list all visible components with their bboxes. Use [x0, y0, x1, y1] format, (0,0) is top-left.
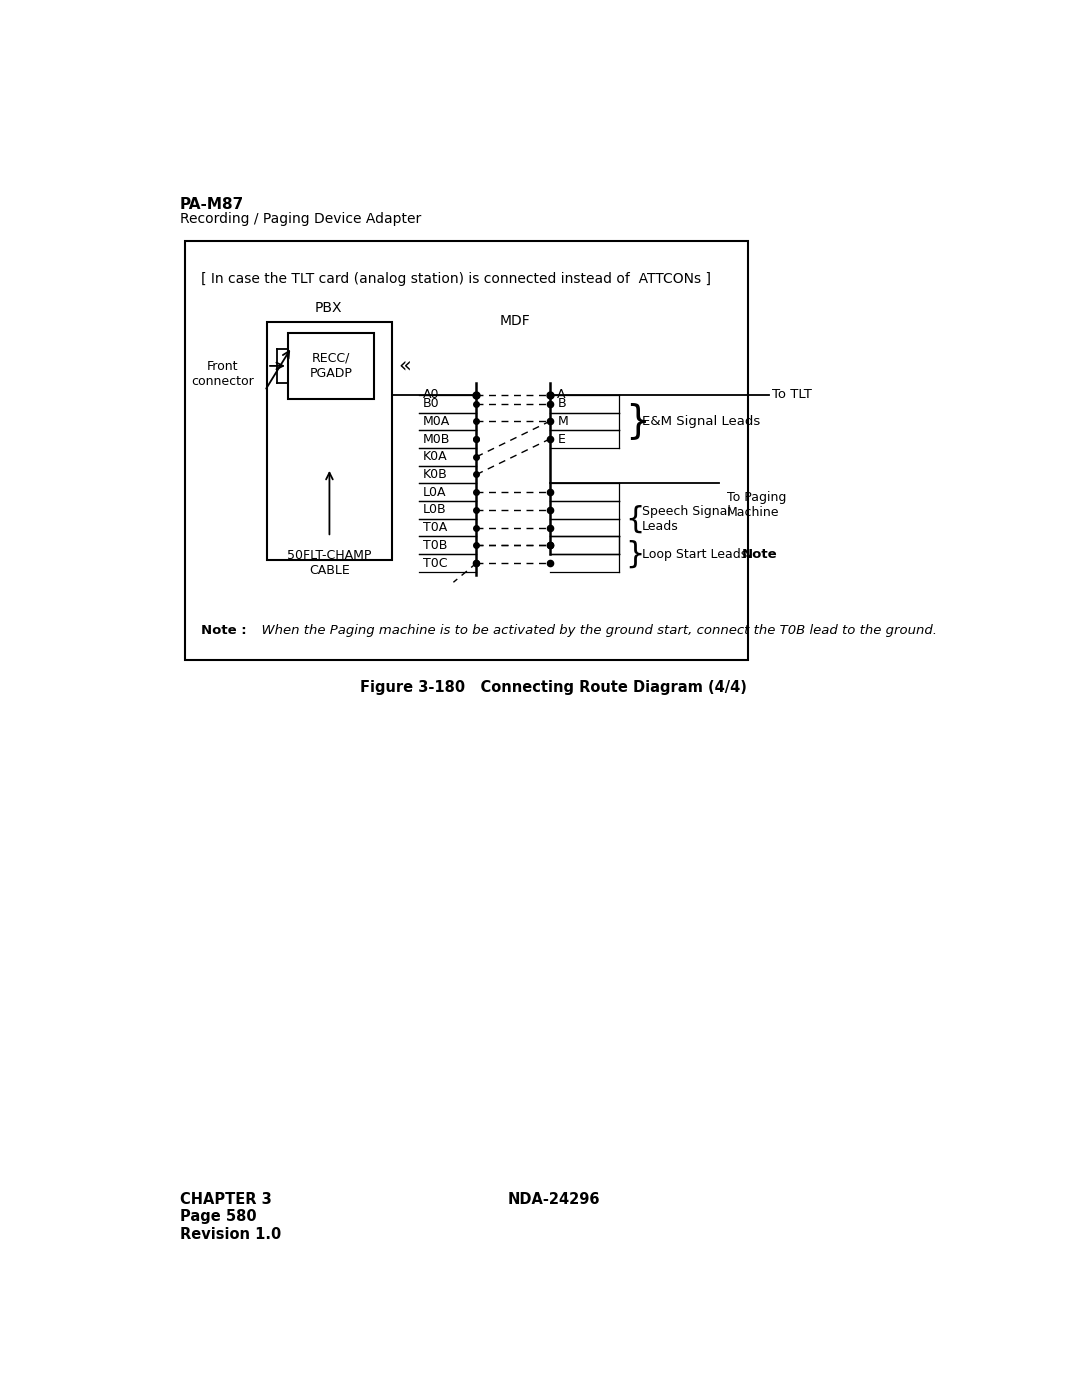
Text: Note: Note: [742, 548, 778, 560]
Text: A: A: [557, 388, 566, 401]
Text: PBX: PBX: [314, 302, 341, 316]
Text: [ In case the TLT card (analog station) is connected instead of  ATTCONs ]: [ In case the TLT card (analog station) …: [201, 271, 711, 285]
Text: T0B: T0B: [422, 539, 447, 552]
Text: RECC/
PGADP: RECC/ PGADP: [310, 352, 352, 380]
Text: Recording / Paging Device Adapter: Recording / Paging Device Adapter: [180, 212, 421, 226]
Text: CHAPTER 3
Page 580
Revision 1.0: CHAPTER 3 Page 580 Revision 1.0: [180, 1192, 281, 1242]
Text: }: }: [625, 402, 650, 440]
Text: PA-M87: PA-M87: [180, 197, 244, 212]
Text: «: «: [397, 356, 410, 376]
Text: Front
connector: Front connector: [191, 360, 255, 388]
Text: }: }: [625, 539, 645, 569]
Text: M: M: [557, 415, 568, 427]
Text: A0: A0: [422, 388, 440, 401]
Text: M0A: M0A: [422, 415, 450, 427]
Text: T0C: T0C: [422, 556, 447, 570]
Text: L0A: L0A: [422, 486, 446, 499]
Text: B0: B0: [422, 397, 440, 411]
Text: Note :: Note :: [201, 624, 246, 637]
Text: T0A: T0A: [422, 521, 447, 534]
Text: L0B: L0B: [422, 503, 446, 517]
Text: K0A: K0A: [422, 450, 447, 464]
Text: Figure 3-180   Connecting Route Diagram (4/4): Figure 3-180 Connecting Route Diagram (4…: [360, 680, 747, 694]
Text: M0B: M0B: [422, 433, 450, 446]
Text: Loop Start Leads: Loop Start Leads: [642, 548, 747, 560]
Text: NDA-24296: NDA-24296: [508, 1192, 599, 1207]
Text: To TLT: To TLT: [772, 388, 812, 401]
Text: MDF: MDF: [500, 314, 530, 328]
Text: B: B: [557, 397, 566, 411]
Text: 50FLT-CHAMP
CABLE: 50FLT-CHAMP CABLE: [287, 549, 372, 577]
Text: When the Paging machine is to be activated by the ground start, connect the T0B : When the Paging machine is to be activat…: [253, 624, 937, 637]
Text: E&M Signal Leads: E&M Signal Leads: [642, 415, 760, 427]
Text: K0B: K0B: [422, 468, 447, 481]
Text: {: {: [625, 504, 645, 534]
Text: To Paging
Machine: To Paging Machine: [727, 490, 786, 520]
Text: Speech Signal
Leads: Speech Signal Leads: [642, 504, 731, 532]
Text: E: E: [557, 433, 565, 446]
Bar: [186, 240, 747, 661]
Bar: [267, 321, 392, 560]
Bar: [288, 334, 374, 398]
